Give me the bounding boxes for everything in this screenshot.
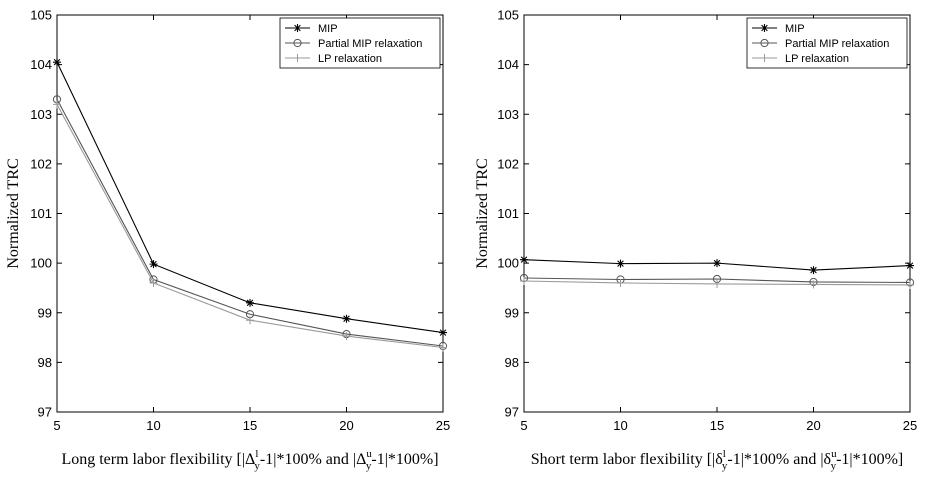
data-point	[342, 314, 351, 323]
x-axis-label-superscript: u	[831, 448, 837, 460]
chart-panel-1: 97 98 99 100 101 102 103 104 105 5 10 15 20 25 Normali…	[5, 8, 450, 473]
data-point	[713, 279, 721, 288]
data-point	[616, 278, 625, 287]
legend-label: Partial MIP relaxation	[318, 38, 422, 50]
series-line	[56, 99, 444, 347]
data-point	[439, 328, 447, 337]
x-axis-label: Short term labor flexibility [|δl y-1|*10…	[531, 448, 904, 472]
legend-marker	[760, 38, 769, 48]
x-axis-label-text: -1|*100% and |Δ	[260, 451, 366, 468]
y-tick-label: 101	[497, 206, 519, 221]
y-tick-label: 97	[38, 405, 52, 420]
data-point	[713, 259, 721, 268]
data-point	[342, 332, 351, 341]
y-tick-label: 99	[505, 305, 519, 320]
x-tick-label: 10	[146, 418, 160, 433]
series-mip	[520, 255, 914, 275]
series-lp-relaxation	[53, 100, 447, 352]
data-point	[520, 255, 528, 264]
x-tick-label: 25	[903, 418, 917, 433]
series-line	[56, 61, 444, 334]
chart-panel-2: 97 98 99 100 101 102 103 104 105 5 10 15 20 25 Normali…	[474, 8, 917, 473]
data-point	[616, 259, 625, 268]
x-tick-label: 20	[339, 418, 353, 433]
data-point	[520, 276, 528, 285]
legend-marker	[760, 54, 769, 62]
series-partial-mip-relaxation	[52, 95, 448, 351]
data-point	[246, 298, 254, 307]
x-tick-label: 15	[243, 418, 257, 433]
legend: MIP Partial MIP relaxation LP relaxation	[279, 17, 441, 69]
data-point	[246, 316, 254, 325]
legend-label: Partial MIP relaxation	[785, 38, 889, 50]
y-tick-label: 103	[497, 107, 519, 122]
data-point	[53, 100, 61, 109]
legend-label: LP relaxation	[785, 53, 849, 65]
data-point	[809, 266, 818, 275]
y-tick-label: 100	[30, 256, 52, 271]
data-point	[906, 280, 914, 289]
data-point	[809, 280, 818, 289]
x-axis-label-subscript: y	[254, 460, 260, 472]
legend-label: LP relaxation	[318, 53, 382, 65]
legend-marker	[293, 24, 302, 32]
legend-label: MIP	[318, 23, 338, 35]
x-axis-label-superscript: u	[366, 448, 372, 460]
y-tick-label: 97	[505, 405, 519, 420]
y-tick-label: 104	[497, 57, 519, 72]
x-axis-label-subscript: y	[722, 460, 728, 472]
x-tick-label: 5	[520, 418, 527, 433]
x-axis-label-text: -1|*100% and |δ	[727, 451, 831, 468]
y-tick-label: 103	[30, 107, 52, 122]
y-tick-label: 105	[30, 8, 52, 23]
legend-marker	[760, 24, 769, 32]
data-point	[149, 278, 158, 287]
series-lp-relaxation	[520, 276, 914, 289]
series-line	[523, 277, 911, 284]
x-axis-label-text: Long term labor flexibility [|Δ	[61, 451, 255, 468]
data-point	[149, 260, 158, 269]
data-point	[53, 58, 61, 67]
legend-marker	[293, 54, 302, 62]
x-axis-label-text: -1|*100%]	[371, 451, 438, 468]
y-tick-label: 105	[497, 8, 519, 23]
x-tick-label: 25	[436, 418, 450, 433]
y-tick-label: 102	[497, 156, 519, 171]
data-point	[906, 261, 914, 270]
y-axis-label: Normalized TRC	[5, 158, 22, 268]
y-tick-label: 98	[38, 355, 52, 370]
y-tick-label: 100	[497, 256, 519, 271]
y-tick-label: 101	[30, 206, 52, 221]
x-axis-label-subscript: y	[366, 460, 372, 472]
y-tick-label: 98	[505, 355, 519, 370]
y-tick-label: 102	[30, 156, 52, 171]
y-tick-label: 104	[30, 57, 52, 72]
x-tick-label: 20	[806, 418, 820, 433]
plot-frame	[56, 14, 444, 413]
y-axis-label: Normalized TRC	[474, 158, 491, 268]
legend-label: MIP	[785, 23, 805, 35]
legend-marker	[293, 38, 302, 48]
x-axis-label: Long term labor flexibility [|Δl y-1|*100…	[61, 448, 438, 472]
x-tick-label: 15	[710, 418, 724, 433]
x-axis-label-text: -1|*100%]	[836, 451, 903, 468]
x-axis-label-superscript: l	[255, 448, 258, 460]
x-axis-label-subscript: y	[831, 460, 837, 472]
x-tick-label: 5	[53, 418, 60, 433]
series-mip	[53, 58, 447, 337]
plot-frame	[523, 14, 911, 413]
y-tick-label: 99	[38, 305, 52, 320]
x-tick-label: 10	[613, 418, 627, 433]
x-axis-label-text: Short term labor flexibility [|δ	[531, 451, 723, 468]
legend: MIP Partial MIP relaxation LP relaxation	[746, 17, 908, 69]
data-point	[439, 343, 447, 352]
x-axis-label-superscript: l	[723, 448, 726, 460]
